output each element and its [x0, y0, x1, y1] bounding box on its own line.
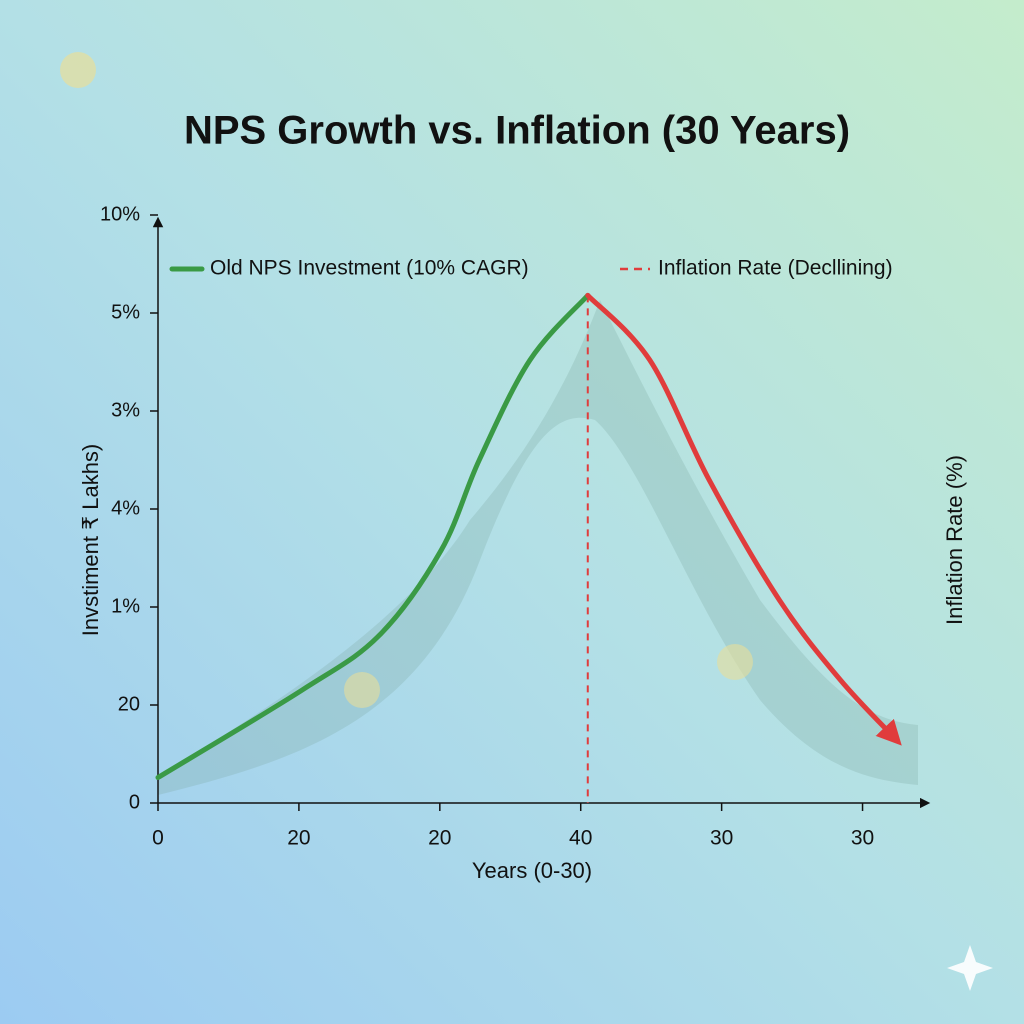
x-tick-label: 40	[569, 827, 592, 850]
x-tick-label: 20	[287, 827, 310, 850]
y-tick-label: 0	[129, 791, 140, 813]
y2-axis-label: Inflation Rate (%)	[942, 455, 967, 625]
y-tick-label: 5%	[111, 301, 140, 323]
y-tick-label: 20	[118, 693, 140, 715]
line-series	[155, 292, 591, 781]
y-tick-label: 1%	[111, 595, 140, 617]
y-axis-label: Invstiment ₹ Lakhs)	[78, 444, 103, 637]
x-tick-label: 0	[152, 827, 164, 850]
sparkle-icon	[947, 945, 993, 991]
x-tick-label: 20	[428, 827, 451, 850]
x-axis-label: Years (0-30)	[472, 858, 592, 883]
line-series	[585, 292, 902, 746]
coin-icon	[60, 52, 96, 88]
coin-icon	[344, 672, 380, 708]
legend-label: Inflation Rate (Decllining)	[658, 257, 893, 280]
y-tick-label: 4%	[111, 497, 140, 519]
x-tick-label: 30	[710, 827, 733, 850]
y-tick-label: 3%	[111, 399, 140, 421]
shaded-band	[158, 300, 918, 795]
legend-label: Old NPS Investment (10% CAGR)	[210, 257, 529, 280]
y-tick-label: 10%	[100, 203, 140, 225]
chart-title: NPS Growth vs. Inflation (30 Years)	[184, 109, 850, 153]
x-tick-label: 30	[851, 827, 874, 850]
coin-icon	[717, 644, 753, 680]
